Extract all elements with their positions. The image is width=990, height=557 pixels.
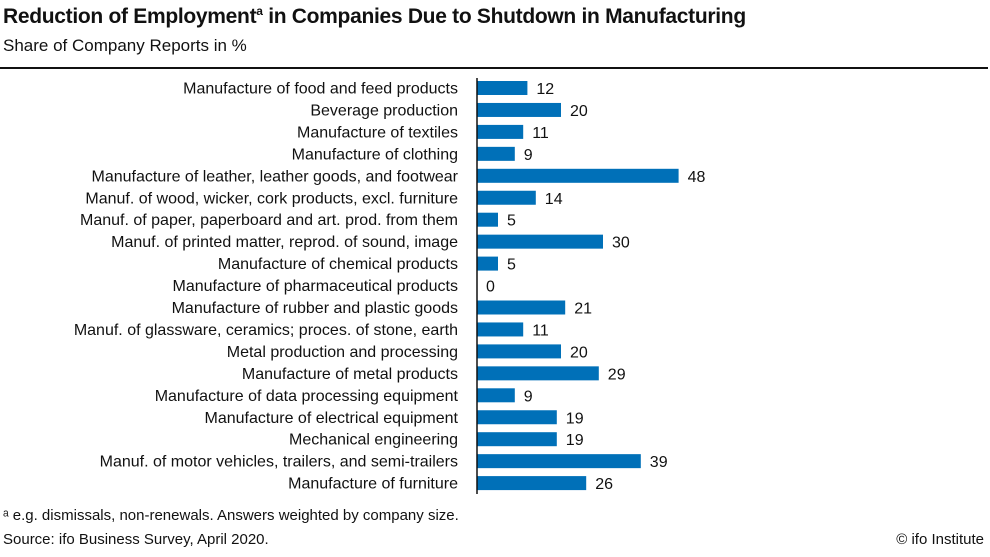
data-label: 20 bbox=[570, 103, 588, 120]
bar bbox=[477, 102, 561, 117]
data-label: 48 bbox=[688, 169, 706, 186]
title-rest: in Companies Due to Shutdown in Manufact… bbox=[262, 5, 746, 28]
bar bbox=[477, 388, 515, 403]
data-label: 9 bbox=[524, 147, 533, 164]
data-label: 0 bbox=[486, 279, 495, 296]
category-label: Manufacture of textiles bbox=[297, 124, 458, 141]
data-label: 14 bbox=[545, 191, 563, 208]
bar bbox=[477, 454, 641, 469]
category-label: Manuf. of paper, paperboard and art. pro… bbox=[80, 212, 458, 229]
title-main: Reduction of Employment bbox=[3, 5, 257, 28]
footnote: ᵃ e.g. dismissals, non-renewals. Answers… bbox=[3, 507, 459, 524]
title-footnote-marker: a bbox=[256, 4, 263, 18]
data-label: 11 bbox=[532, 322, 549, 339]
category-label: Manuf. of glassware, ceramics; proces. o… bbox=[74, 322, 458, 339]
category-label: Manufacture of rubber and plastic goods bbox=[172, 300, 458, 317]
chart-subtitle: Share of Company Reports in % bbox=[3, 36, 247, 55]
title-divider bbox=[0, 67, 988, 69]
bar bbox=[477, 410, 557, 425]
bar bbox=[477, 190, 536, 205]
data-label: 5 bbox=[507, 213, 516, 230]
category-label: Manufacture of data processing equipment bbox=[155, 388, 459, 405]
category-label: Manuf. of motor vehicles, trailers, and … bbox=[100, 454, 458, 471]
bar bbox=[477, 344, 561, 359]
bar bbox=[477, 212, 498, 227]
bar bbox=[477, 168, 679, 183]
credit: © ifo Institute bbox=[896, 531, 984, 548]
data-label: 30 bbox=[612, 235, 630, 252]
data-label: 9 bbox=[524, 388, 533, 405]
category-label: Manufacture of clothing bbox=[292, 146, 458, 163]
data-label: 29 bbox=[608, 366, 626, 383]
data-label: 11 bbox=[532, 125, 549, 142]
data-label: 39 bbox=[650, 454, 668, 471]
bar bbox=[477, 322, 524, 337]
bar bbox=[477, 124, 524, 139]
category-label: Manufacture of metal products bbox=[242, 366, 458, 383]
bar bbox=[477, 81, 528, 95]
source-note: Source: ifo Business Survey, April 2020. bbox=[3, 531, 269, 548]
bar bbox=[477, 146, 515, 161]
bar bbox=[477, 256, 498, 271]
category-label: Manufacture of food and feed products bbox=[183, 81, 458, 98]
category-label: Manufacture of electrical equipment bbox=[205, 410, 459, 427]
chart-title: Reduction of Employmenta in Companies Du… bbox=[3, 4, 746, 29]
data-label: 12 bbox=[536, 81, 554, 98]
data-label: 20 bbox=[570, 344, 588, 361]
data-label: 5 bbox=[507, 257, 516, 274]
bar bbox=[477, 366, 599, 381]
bar bbox=[477, 476, 587, 491]
category-label: Manuf. of wood, wicker, cork products, e… bbox=[85, 190, 458, 207]
bar bbox=[477, 432, 557, 447]
category-label: Manufacture of furniture bbox=[288, 476, 458, 493]
category-label: Manuf. of printed matter, reprod. of sou… bbox=[111, 234, 458, 251]
category-label: Metal production and processing bbox=[227, 344, 458, 361]
category-label: Mechanical engineering bbox=[289, 432, 458, 449]
category-label: Manufacture of leather, leather goods, a… bbox=[92, 168, 459, 185]
category-label: Manufacture of pharmaceutical products bbox=[173, 278, 458, 295]
data-label: 26 bbox=[595, 476, 613, 493]
data-label: 19 bbox=[566, 432, 584, 449]
bar bbox=[477, 300, 566, 315]
bar bbox=[477, 234, 603, 249]
data-label: 19 bbox=[566, 410, 584, 427]
data-label: 21 bbox=[574, 301, 592, 318]
category-label: Manufacture of chemical products bbox=[218, 256, 458, 273]
category-label: Beverage production bbox=[310, 102, 458, 119]
